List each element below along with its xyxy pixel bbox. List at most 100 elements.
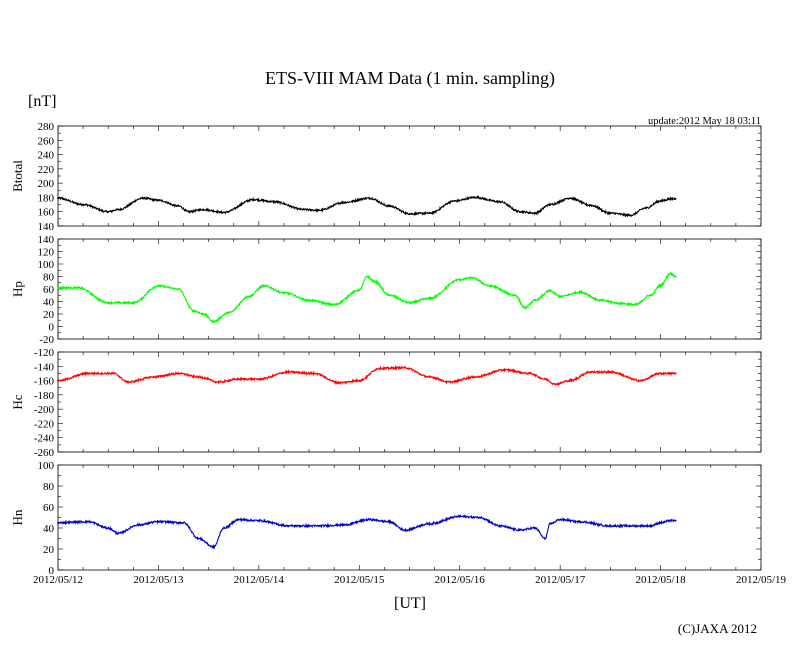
data-point [579,520,582,523]
y-tick-label: -180 [34,390,55,402]
data-point [132,301,135,304]
data-point [579,291,582,294]
data-point [408,301,411,304]
x-tick-label: 2012/05/16 [435,574,486,586]
data-point [197,537,200,540]
data-point [498,525,501,527]
data-point [157,199,160,202]
panel-hn: 0 20 40 60 80 100 Hn [10,460,762,577]
data-point [257,519,260,522]
data-point [318,209,321,212]
y-tick-label: 180 [38,192,55,204]
data-point [669,272,672,275]
chart-panels: 140160180200220240260280Btotal-200204060… [10,121,762,577]
data-point [87,520,90,523]
y-tick-label: -240 [34,433,55,445]
y-tick-label: 40 [43,297,55,309]
data-point [366,275,369,278]
panel-btotal: 140 160 180 200 220 240 260 280 Btotal [10,121,762,233]
data-point [473,376,476,378]
data-point [252,198,255,201]
y-tick-label: 140 [38,221,55,233]
data-point [212,320,215,323]
data-point [408,212,411,215]
data-point [378,367,381,370]
data-point [227,311,230,314]
data-point [177,205,180,207]
data-point [117,208,120,211]
y-tick-label: 240 [38,150,55,162]
y-tick-label: -200 [34,404,55,416]
y-tick-label: 0 [49,322,55,334]
data-point [674,372,677,375]
data-point [559,295,562,298]
data-point [544,378,546,381]
data-point [137,523,140,526]
data-point [107,527,110,529]
y-tick-label: 60 [43,502,55,514]
y-axis-label: Hn [10,509,25,525]
data-point [674,275,677,278]
data-point [649,525,652,527]
x-axis-label: [UT] [394,595,426,612]
data-point [403,366,406,369]
data-point [589,371,592,373]
y-axis-label: Hp [10,281,25,297]
data-point [559,518,562,521]
y-tick-label: 120 [38,247,55,259]
y-tick-label: -220 [34,418,55,430]
data-point [473,196,476,199]
panel-hc: -260 -240 -220 -200 -180 -160 -140 -120 Hc [10,347,762,459]
data-point [649,294,652,297]
y-tick-label: 260 [38,135,55,147]
data-point [634,303,637,306]
data-point [458,278,461,281]
data-point [257,378,260,381]
data-point [554,383,557,386]
y-tick-label: 160 [38,207,55,219]
data-point [197,376,200,378]
data-point [82,203,85,206]
data-point [273,200,275,203]
data-point [644,207,647,210]
y-tick-label: -260 [34,447,55,459]
data-point [202,313,205,315]
data-point [107,301,110,304]
data-point [368,518,371,521]
y-tick-label: 100 [38,259,55,271]
data-point [222,527,225,529]
data-point [609,371,612,373]
data-point [77,286,79,289]
y-tick-label: 100 [38,460,55,472]
data-point [629,214,632,217]
series-line-hn [57,513,676,550]
plot-frame [57,351,762,453]
data-point [428,212,431,215]
x-tick-label: 2012/05/13 [133,574,184,586]
data-point [313,372,315,375]
data-point [659,284,662,287]
data-point [373,280,376,283]
data-point [534,299,536,302]
data-point [142,197,145,200]
data-point [428,297,431,300]
data-point [358,379,361,382]
x-tick-label: 2012/05/18 [636,574,687,586]
data-point [639,379,642,382]
data-point [222,211,225,214]
data-point [514,294,516,297]
data-point [428,522,431,525]
data-point [288,525,290,527]
y-tick-label: 40 [43,523,55,535]
data-point [57,379,59,382]
data-point [202,208,205,211]
y-tick-label: 140 [38,234,55,246]
data-point [524,306,526,309]
data-point [478,516,481,519]
y-tick-label: 80 [43,481,55,493]
data-point [57,286,59,289]
y-tick-label: 0 [49,565,55,577]
data-point [192,309,195,312]
data-point [283,291,285,294]
